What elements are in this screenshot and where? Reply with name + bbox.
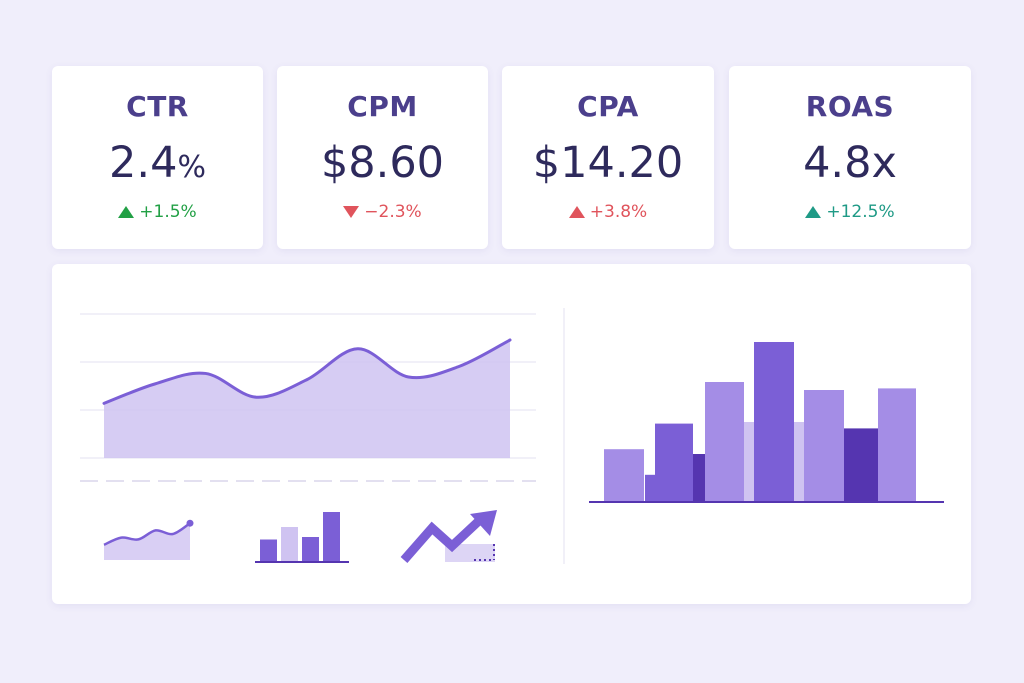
mini-arrow-head: [470, 510, 497, 536]
mini-arrow-line: [400, 514, 486, 563]
kpi-delta: +12.5%: [729, 202, 971, 222]
trend-up-icon: [805, 206, 822, 218]
area-series-line: [102, 338, 512, 405]
bar: [794, 422, 804, 502]
area-fill: [104, 340, 510, 458]
mini-bar-chart: [255, 512, 349, 563]
kpi-card-roas[interactable]: ROAS 4.8x +12.5%: [729, 66, 971, 249]
mini-bar: [260, 539, 277, 562]
kpi-label: CPM: [347, 90, 418, 123]
kpi-value: 4.8x: [803, 138, 897, 188]
mini-line-endpoint: [186, 519, 194, 527]
mini-bar: [323, 512, 340, 562]
bar: [705, 382, 744, 502]
kpi-label: ROAS: [805, 90, 895, 123]
charts-canvas: [80, 308, 944, 564]
kpi-label: CTR: [126, 90, 189, 123]
bar-chart: [589, 342, 944, 503]
bar: [878, 388, 916, 502]
bar: [645, 474, 655, 502]
mini-bar: [281, 527, 298, 562]
kpi-value: 2.4%: [109, 138, 206, 188]
mini-trend-arrow-chart: [400, 510, 497, 563]
bar: [655, 423, 693, 502]
trend-up-icon: [118, 206, 135, 218]
bar: [693, 454, 705, 502]
kpi-delta: +1.5%: [52, 202, 263, 222]
chart-panel: [52, 264, 971, 604]
trend-down-icon: [343, 206, 360, 218]
kpi-label: CPA: [577, 90, 639, 123]
bar: [804, 390, 844, 502]
kpi-value: $8.60: [320, 138, 445, 188]
mini-arrow-shade: [445, 544, 495, 562]
area-chart: [102, 338, 512, 458]
mini-line-chart: [103, 519, 194, 560]
mini-bar: [302, 537, 319, 562]
trend-up-icon: [568, 206, 585, 218]
kpi-card-cpa[interactable]: CPA $14.20 +3.8%: [502, 66, 714, 249]
mini-area-fill: [104, 523, 190, 560]
kpi-value: $14.20: [532, 138, 684, 188]
kpi-delta: +3.8%: [502, 202, 714, 222]
kpi-delta: −2.3%: [277, 202, 488, 222]
bar: [604, 449, 644, 502]
kpi-card-cpm[interactable]: CPM $8.60 −2.3%: [277, 66, 488, 249]
bar: [754, 342, 794, 502]
mini-line: [103, 522, 191, 546]
kpi-card-ctr[interactable]: CTR 2.4% +1.5%: [52, 66, 263, 249]
bar: [744, 422, 754, 502]
